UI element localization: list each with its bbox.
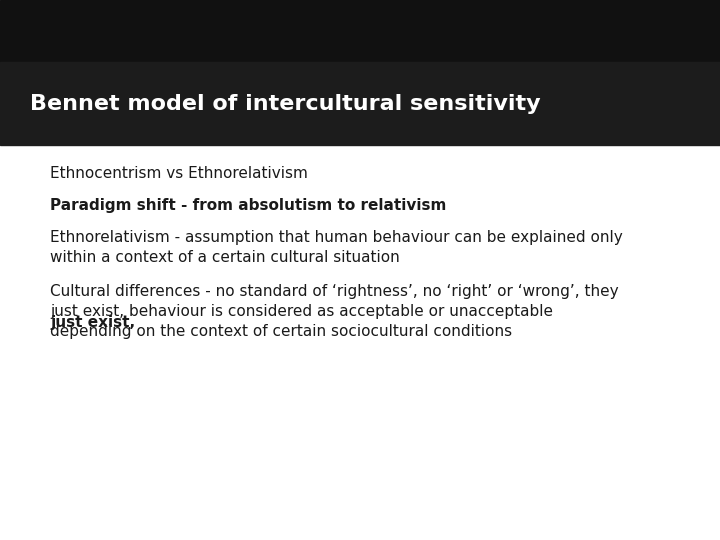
Text: Ethnorelativism - assumption that human behaviour can be explained only
within a: Ethnorelativism - assumption that human …: [50, 230, 623, 265]
Bar: [0, 0, 720, 62]
Bar: [0, 62, 720, 145]
Text: just exist,: just exist,: [50, 315, 135, 330]
Text: Ethnocentrism vs Ethnorelativism: Ethnocentrism vs Ethnorelativism: [50, 166, 308, 181]
Text: Bennet model of intercultural sensitivity: Bennet model of intercultural sensitivit…: [30, 93, 541, 113]
Text: Cultural differences - no standard of ‘rightness’, no ‘right’ or ‘wrong’, they
j: Cultural differences - no standard of ‘r…: [50, 284, 618, 339]
Text: Paradigm shift - from absolutism to relativism: Paradigm shift - from absolutism to rela…: [50, 198, 446, 213]
